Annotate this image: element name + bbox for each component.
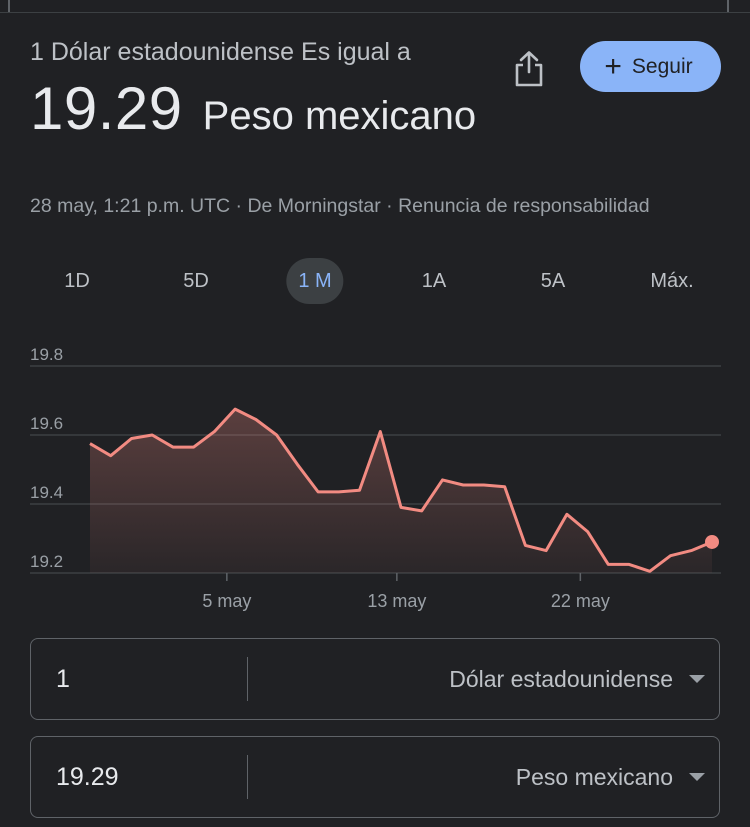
latest-point bbox=[705, 534, 719, 549]
share-icon bbox=[515, 51, 543, 87]
share-button[interactable] bbox=[508, 48, 550, 90]
y-tick-label: 19.8 bbox=[30, 345, 63, 364]
dropdown-caret-icon bbox=[689, 675, 705, 683]
tab-1a[interactable]: 1A bbox=[421, 270, 447, 292]
tab-1m[interactable]: 1 M bbox=[286, 258, 344, 304]
x-tick-label: 13 may bbox=[367, 591, 426, 611]
tab-max[interactable]: Máx. bbox=[650, 270, 694, 292]
converter-divider bbox=[247, 657, 248, 701]
tab-1d[interactable]: 1D bbox=[64, 270, 90, 292]
follow-button[interactable]: + Seguir bbox=[580, 41, 721, 92]
tab-5a[interactable]: 5A bbox=[540, 270, 566, 292]
follow-label: Seguir bbox=[631, 54, 693, 78]
scroll-tick-left bbox=[8, 0, 10, 12]
chart-svg: 19.8 19.6 19.4 19.2 5 may 13 may 22 may bbox=[30, 345, 721, 611]
tab-5d[interactable]: 5D bbox=[183, 270, 209, 292]
dropdown-caret-icon bbox=[689, 773, 705, 781]
from-currency-select[interactable]: Dólar estadounidense bbox=[249, 639, 719, 719]
plus-icon: + bbox=[604, 49, 622, 83]
to-currency-label: Peso mexicano bbox=[515, 763, 673, 790]
y-tick-label: 19.2 bbox=[30, 552, 63, 571]
rate-header: 1 Dólar estadounidense Es igual a 19.29 … bbox=[30, 34, 490, 141]
x-tick-label: 5 may bbox=[202, 591, 251, 611]
range-tabs: 1D 5D 1 M 1A 5A Máx. bbox=[0, 258, 750, 308]
y-tick-label: 19.6 bbox=[30, 414, 63, 433]
source-meta: 28 may, 1:21 p.m. UTC · De Morningstar ·… bbox=[30, 195, 650, 217]
converter-to: Peso mexicano bbox=[30, 736, 720, 818]
rate-currency: Peso mexicano bbox=[202, 94, 477, 138]
rate-row: 19.29 Peso mexicano bbox=[30, 77, 490, 141]
series-line bbox=[89, 407, 713, 573]
to-currency-select[interactable]: Peso mexicano bbox=[249, 737, 719, 817]
y-tick-label: 19.4 bbox=[30, 483, 63, 502]
from-amount-input[interactable] bbox=[31, 639, 247, 719]
from-currency-label: Dólar estadounidense bbox=[449, 665, 673, 692]
to-amount-input[interactable] bbox=[31, 737, 247, 817]
rate-value: 19.29 bbox=[30, 75, 183, 142]
rate-chart[interactable]: 19.8 19.6 19.4 19.2 5 may 13 may 22 may bbox=[0, 340, 750, 620]
series-area bbox=[90, 409, 712, 573]
scroll-tick-right bbox=[727, 0, 729, 12]
top-divider bbox=[0, 0, 750, 13]
equivalence-text: 1 Dólar estadounidense Es igual a bbox=[30, 38, 411, 66]
x-tick-label: 22 may bbox=[551, 591, 610, 611]
converter-from: Dólar estadounidense bbox=[30, 638, 720, 720]
converter-divider bbox=[247, 755, 248, 799]
